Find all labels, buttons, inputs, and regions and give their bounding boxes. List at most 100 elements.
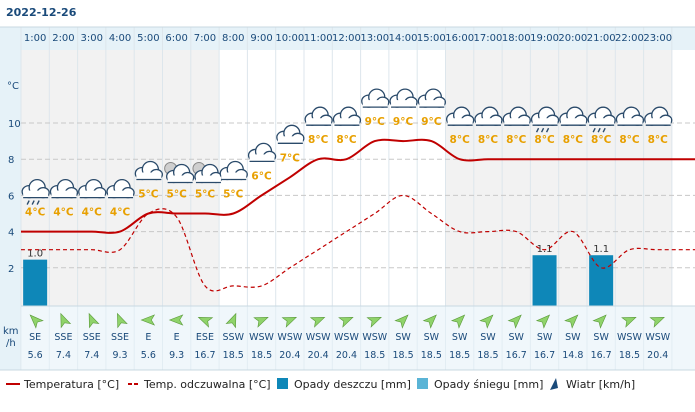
temperature-label: 8°C (648, 134, 669, 146)
cloud-rain-icon (21, 178, 50, 205)
hour-label: 4:00 (109, 33, 131, 44)
wind-arrow-icon (168, 314, 184, 326)
hour-label: 12:00 (332, 33, 361, 44)
night-shade-column (473, 50, 503, 306)
temperature-label: 8°C (336, 134, 357, 146)
cloud-shape (389, 88, 418, 108)
cloud-icon (247, 142, 277, 163)
hour-label: 11:00 (304, 33, 333, 44)
temperature-label: 5°C (195, 189, 216, 201)
wind-arrow-icon (592, 314, 607, 329)
temperature-label: 8°C (563, 134, 584, 146)
wind-arrow-icon (281, 317, 298, 328)
cloud-base (51, 190, 77, 198)
cloud-shape (21, 178, 50, 199)
rain-drop (545, 127, 550, 133)
wind-direction-label: SSE (54, 332, 72, 343)
wind-speed-label: 18.5 (251, 350, 272, 361)
wind-speed-label: 18.5 (364, 350, 385, 361)
legend-wind-label: Wiatr [km/h] (566, 378, 635, 391)
wind-unit-label: km (3, 326, 19, 337)
wind-arrow-icon (140, 314, 156, 326)
wind-speed-label: 18.5 (619, 350, 640, 361)
cloud-icon (502, 106, 531, 126)
cloud-base (108, 190, 134, 198)
legend-rain-label: Opady deszczu [mm] (294, 378, 411, 391)
cloud-icon (134, 160, 164, 181)
hour-label: 9:00 (250, 33, 272, 44)
cloud-base (221, 172, 247, 180)
legend-wind-arrow-icon (550, 378, 558, 390)
wind-speed-label: 5.6 (28, 350, 43, 361)
rain-bar (589, 255, 614, 306)
wind-direction-label: WSW (617, 332, 642, 343)
cloud-icon (615, 106, 645, 126)
wind-arrow-icon (88, 312, 100, 329)
wind-direction-label: WSW (645, 332, 670, 343)
night-shade-column (615, 50, 644, 306)
wind-direction-label: SW (509, 332, 525, 343)
hour-label: 7:00 (194, 33, 216, 44)
wind-speed-label: 18.5 (477, 350, 498, 361)
wind-arrow-icon (197, 317, 214, 328)
cloud-icon (219, 160, 248, 181)
wind-arrow-icon (450, 314, 466, 329)
cloud-shape (304, 106, 333, 126)
cloud-shape (49, 178, 79, 199)
wind-arrow-icon (621, 317, 637, 328)
hour-label: 5:00 (137, 33, 159, 44)
cloud-icon (276, 124, 305, 144)
cloud-shape (559, 106, 588, 126)
temperature-label: 8°C (478, 134, 499, 146)
wind-arrow-icon (535, 314, 551, 329)
temperature-label: 6°C (251, 170, 272, 182)
y-tick-label: 2 (8, 264, 14, 275)
cloud-shape (615, 106, 645, 126)
feels-like-line (20, 194, 695, 292)
wind-arrow-icon (507, 314, 522, 329)
wind-direction-label: WSW (277, 332, 302, 343)
hour-label: 1:00 (24, 33, 46, 44)
wind-direction-label: SW (480, 332, 496, 343)
legend-temperature-label: Temperatura [°C] (23, 378, 119, 391)
temperature-label: 9°C (421, 116, 442, 128)
temperature-label: 8°C (308, 134, 329, 146)
wind-speed-label: 18.5 (223, 350, 244, 361)
wind-direction-label: WSW (249, 332, 274, 343)
cloud-base (419, 100, 445, 108)
wind-speed-label: 16.7 (591, 350, 612, 361)
cloud-shape (644, 106, 673, 126)
cloud-base (475, 118, 501, 126)
hour-label: 19:00 (530, 33, 559, 44)
wind-arrow-icon (117, 312, 128, 329)
cloud-rain-icon (530, 106, 560, 133)
hour-label: 15:00 (417, 33, 446, 44)
wind-arrow-icon (253, 317, 269, 328)
wind-speed-label: 5.6 (141, 350, 156, 361)
temperature-label: 8°C (534, 134, 555, 146)
wind-direction-label: SE (29, 332, 41, 343)
wind-speed-label: 16.7 (194, 350, 215, 361)
wind-speed-label: 7.4 (84, 350, 99, 361)
temperature-label: 8°C (619, 134, 640, 146)
cloud-shape (332, 106, 362, 126)
rain-drop (597, 127, 601, 133)
cloud-icon (559, 106, 588, 126)
rain-drop (540, 127, 545, 133)
wind-direction-label: SSE (83, 332, 101, 343)
cloud-base (167, 175, 193, 183)
night-shade-column (445, 50, 474, 306)
fog-cloud-icon (164, 162, 195, 184)
wind-speed-label: 16.7 (534, 350, 555, 361)
cloud-base (277, 136, 303, 144)
cloud-icon (445, 106, 475, 126)
legend-rain-swatch (277, 378, 288, 389)
wind-direction-label: SW (565, 332, 581, 343)
hour-label: 18:00 (502, 33, 531, 44)
cloud-base (136, 172, 162, 180)
cloud-icon (49, 178, 79, 199)
night-shade-column (77, 50, 106, 306)
wind-speed-label: 20.4 (336, 350, 357, 361)
night-shade-column (105, 50, 135, 306)
